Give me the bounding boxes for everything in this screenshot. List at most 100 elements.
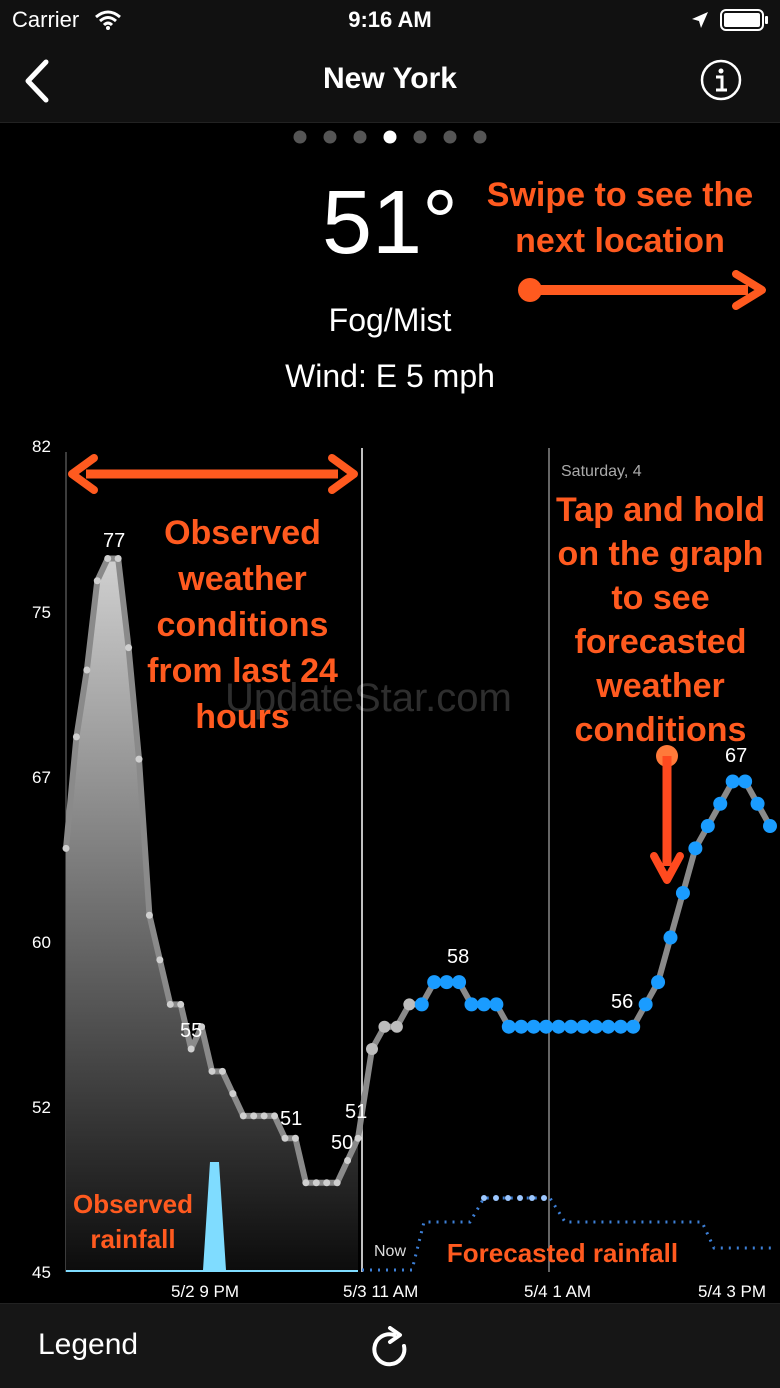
current-wind: Wind: E 5 mph <box>285 358 495 394</box>
swipe-arrow-icon <box>518 270 766 310</box>
observed-point <box>218 1067 226 1075</box>
forecast-point <box>526 1019 541 1034</box>
forecast-point <box>738 774 753 789</box>
forecast-point <box>439 975 454 990</box>
forecast-point <box>378 1020 391 1033</box>
page-dot <box>473 130 487 144</box>
observed-point <box>354 1134 362 1142</box>
forecast-point <box>501 1019 516 1034</box>
observed-point <box>260 1112 268 1120</box>
data-label: 55 <box>180 1020 203 1042</box>
y-tick-label: 45 <box>32 1263 51 1282</box>
tap-hint: Tap and hold on the graph to see forecas… <box>555 491 765 749</box>
forecast-point <box>464 997 479 1012</box>
refresh-icon[interactable] <box>368 1326 412 1370</box>
observed-point <box>145 911 153 919</box>
forecast-point <box>390 1020 403 1033</box>
forecast-point <box>675 885 690 900</box>
observed-point <box>229 1090 237 1098</box>
status-time: 9:16 AM <box>348 7 432 32</box>
observed-range-arrow-icon <box>68 454 358 494</box>
forecast-point <box>551 1019 566 1034</box>
observed-point <box>250 1112 258 1120</box>
observed-point <box>156 956 164 964</box>
status-bar: Carrier 9:16 AM <box>0 0 780 40</box>
data-label: 56 <box>611 991 634 1013</box>
data-label: 51 <box>280 1108 303 1130</box>
wifi-icon <box>95 10 121 30</box>
now-label: Now <box>374 1243 407 1260</box>
observed-temperature-area <box>66 558 358 1272</box>
observed-point <box>83 666 91 674</box>
forecast-point <box>414 997 429 1012</box>
page-dot <box>353 130 367 144</box>
forecast-point <box>403 998 416 1011</box>
data-label: 67 <box>725 745 748 767</box>
forecast-rainfall-dots <box>481 1195 547 1201</box>
observed-point <box>344 1157 352 1165</box>
forecast-point <box>613 1019 628 1034</box>
observed-point <box>93 577 101 585</box>
forecast-point <box>713 796 728 811</box>
observed-point <box>177 1000 185 1008</box>
forecast-point <box>489 997 504 1012</box>
data-label: 58 <box>447 946 470 968</box>
tap-down-arrow-icon <box>650 745 684 884</box>
page-indicator[interactable] <box>0 128 780 146</box>
forecast-point <box>700 819 715 834</box>
legend-button[interactable]: Legend <box>38 1328 139 1361</box>
observed-point <box>114 554 122 562</box>
forecast-point <box>763 819 777 834</box>
observed-hint: Observed weather conditions from last 24… <box>147 514 338 736</box>
carrier-label: Carrier <box>12 7 80 32</box>
y-tick-label: 82 <box>32 437 51 456</box>
battery-icon <box>720 9 768 31</box>
forecast-point <box>576 1019 591 1034</box>
forecast-point <box>725 774 740 789</box>
back-chevron-icon[interactable] <box>20 58 60 104</box>
observed-point <box>125 644 133 652</box>
forecast-point <box>688 841 703 856</box>
observed-point <box>62 844 70 852</box>
forecast-point <box>366 1043 378 1056</box>
forecast-point <box>564 1019 578 1034</box>
forecast-point <box>626 1019 641 1034</box>
forecast-point <box>514 1019 529 1034</box>
y-tick-label: 67 <box>32 768 51 787</box>
observed-point <box>281 1134 289 1142</box>
forecast-point <box>452 975 467 990</box>
y-tick-label: 60 <box>32 933 51 952</box>
forecast-point <box>601 1019 616 1034</box>
bottom-toolbar: Legend <box>0 1303 780 1388</box>
x-tick-label: 5/3 11 AM <box>343 1282 419 1301</box>
observed-point <box>302 1179 310 1187</box>
now-connector-line <box>355 1048 375 1139</box>
page-dot-active <box>383 130 397 144</box>
info-icon[interactable] <box>700 59 742 101</box>
temperature-chart[interactable] <box>0 420 780 1300</box>
observed-point <box>239 1112 247 1120</box>
forecast-point <box>750 796 765 811</box>
observed-point <box>312 1179 320 1187</box>
nav-bar: New York <box>0 40 780 123</box>
x-tick-label: 5/2 9 PM <box>171 1282 240 1301</box>
forecast-point <box>663 930 678 945</box>
observed-point <box>166 1000 174 1008</box>
page-dot <box>293 130 307 144</box>
observed-point <box>72 733 80 741</box>
forecast-point <box>427 975 442 990</box>
observed-rainfall-label: Observed rainfall <box>73 1189 193 1254</box>
observed-point <box>208 1067 216 1075</box>
x-tick-label: 5/4 1 AM <box>524 1282 592 1301</box>
x-tick-label: 5/4 3 PM <box>698 1282 767 1301</box>
observed-point <box>291 1134 299 1142</box>
observed-point <box>333 1179 341 1187</box>
data-label: 51 <box>345 1101 368 1123</box>
observed-point <box>104 554 112 562</box>
page-dot <box>443 130 457 144</box>
page-dot <box>323 130 337 144</box>
current-condition: Fog/Mist <box>328 302 452 338</box>
data-label: 50 <box>331 1132 354 1154</box>
observed-point <box>135 755 143 763</box>
day-label: Saturday, 4 <box>561 463 642 480</box>
